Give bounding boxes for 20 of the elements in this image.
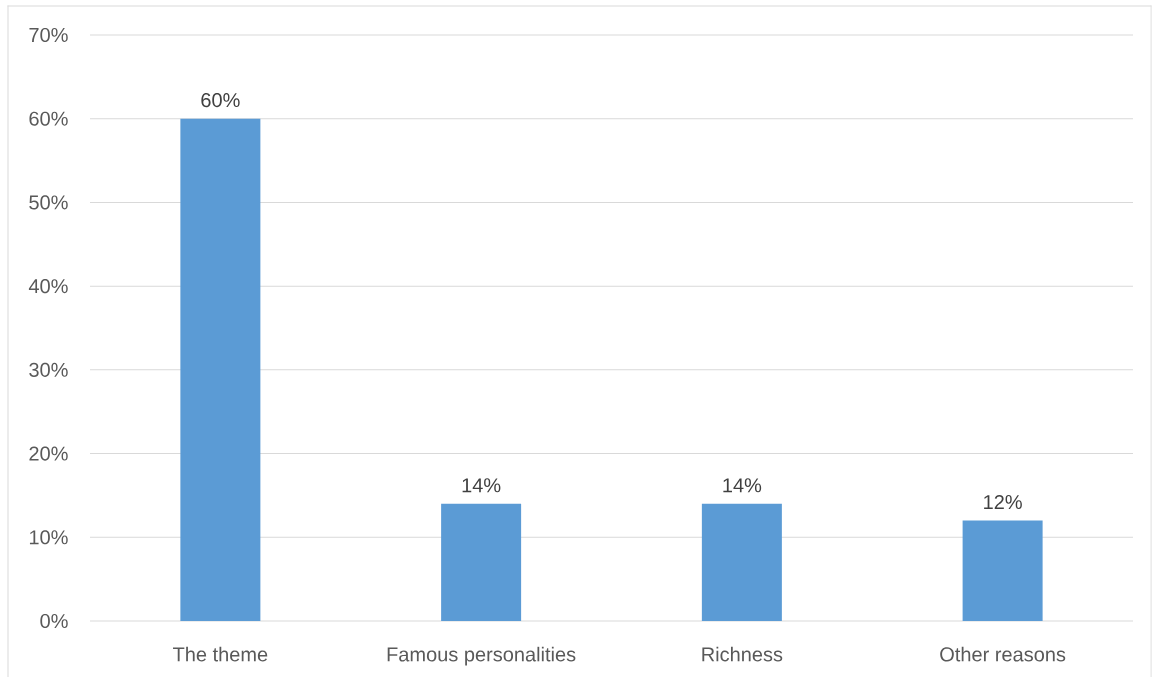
x-tick-label: The theme [173, 646, 268, 662]
y-tick-label: 20% [29, 446, 68, 461]
data-label: 12% [984, 494, 1022, 509]
x-tick-label: Richness [702, 646, 783, 662]
y-tick-label: 10% [29, 530, 68, 545]
y-tick-label: 70% [29, 27, 68, 43]
bar [441, 503, 522, 621]
y-tick-label: 0% [40, 613, 68, 629]
y-tick-label: 50% [29, 195, 68, 210]
bar [701, 503, 782, 621]
bar [180, 118, 261, 621]
bar [962, 520, 1043, 621]
data-label: 14% [723, 478, 762, 493]
y-tick-label: 30% [29, 362, 68, 377]
data-label: 14% [462, 478, 501, 493]
data-label: 60% [201, 93, 240, 108]
x-tick-label: Famous personalities [387, 646, 576, 666]
y-tick-label: 40% [28, 279, 68, 294]
y-tick-label: 60% [29, 111, 68, 126]
x-tick-label: Other reasons [940, 646, 1066, 662]
